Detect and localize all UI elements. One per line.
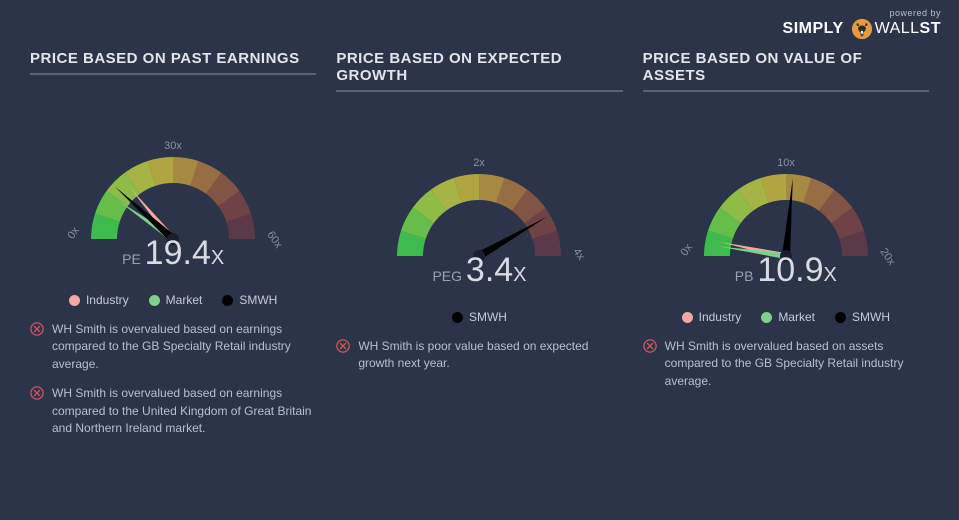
legend-label: SMWH bbox=[239, 293, 277, 307]
legend-label: Industry bbox=[699, 310, 742, 324]
legend-item: Market bbox=[761, 310, 815, 324]
brand-logo: powered by SIMPLY WALLST bbox=[783, 8, 941, 40]
gauge: 0x 10x 20x PB 10.9X bbox=[646, 106, 926, 306]
legend-item: Industry bbox=[682, 310, 742, 324]
note-text: WH Smith is overvalued based on assets c… bbox=[665, 338, 929, 390]
legend-item: SMWH bbox=[452, 310, 507, 324]
brand-name: SIMPLY WALLST bbox=[783, 18, 941, 40]
legend-dot bbox=[452, 312, 463, 323]
gauge: 0x 30x 60x PE 19.4X bbox=[33, 89, 313, 289]
legend-dot bbox=[682, 312, 693, 323]
legend: Industry Market SMWH bbox=[643, 310, 929, 324]
fail-icon bbox=[643, 339, 657, 353]
legend-label: Market bbox=[166, 293, 203, 307]
legend-dot bbox=[222, 295, 233, 306]
legend-dot bbox=[149, 295, 160, 306]
gauge-value: PB 10.9X bbox=[735, 251, 837, 290]
panels-container: PRICE BASED ON PAST EARNINGS 0x 30x 60x PE … bbox=[0, 0, 959, 469]
note-text: WH Smith is poor value based on expected… bbox=[358, 338, 622, 373]
svg-text:0x: 0x bbox=[678, 242, 695, 259]
svg-text:10x: 10x bbox=[777, 157, 795, 169]
fail-icon bbox=[30, 386, 44, 400]
legend: Industry Market SMWH bbox=[30, 293, 316, 307]
svg-text:0x: 0x bbox=[66, 225, 83, 242]
legend-label: Market bbox=[778, 310, 815, 324]
legend: SMWH bbox=[336, 310, 622, 324]
legend-dot bbox=[69, 295, 80, 306]
panel-title: PRICE BASED ON VALUE OF ASSETS bbox=[643, 50, 929, 92]
panel: PRICE BASED ON EXPECTED GROWTH 2x 4x PEG 3… bbox=[326, 50, 632, 449]
note: WH Smith is overvalued based on earnings… bbox=[30, 385, 316, 437]
legend-item: Industry bbox=[69, 293, 129, 307]
legend-item: SMWH bbox=[835, 310, 890, 324]
note: WH Smith is overvalued based on assets c… bbox=[643, 338, 929, 390]
panel-title: PRICE BASED ON EXPECTED GROWTH bbox=[336, 50, 622, 92]
note-text: WH Smith is overvalued based on earnings… bbox=[52, 321, 316, 373]
svg-text:4x: 4x bbox=[571, 246, 588, 263]
legend-item: Market bbox=[149, 293, 203, 307]
svg-text:2x: 2x bbox=[474, 157, 486, 169]
gauge-value: PEG 3.4X bbox=[432, 251, 526, 290]
bull-icon bbox=[851, 18, 873, 40]
panel-title: PRICE BASED ON PAST EARNINGS bbox=[30, 50, 316, 75]
svg-text:20x: 20x bbox=[877, 246, 897, 268]
legend-label: Industry bbox=[86, 293, 129, 307]
fail-icon bbox=[30, 322, 44, 336]
legend-label: SMWH bbox=[852, 310, 890, 324]
legend-item: SMWH bbox=[222, 293, 277, 307]
legend-dot bbox=[835, 312, 846, 323]
note: WH Smith is poor value based on expected… bbox=[336, 338, 622, 373]
fail-icon bbox=[336, 339, 350, 353]
note-text: WH Smith is overvalued based on earnings… bbox=[52, 385, 316, 437]
svg-text:60x: 60x bbox=[265, 229, 285, 251]
legend-dot bbox=[761, 312, 772, 323]
powered-by: powered by bbox=[783, 8, 941, 18]
note: WH Smith is overvalued based on earnings… bbox=[30, 321, 316, 373]
panel: PRICE BASED ON PAST EARNINGS 0x 30x 60x PE … bbox=[20, 50, 326, 449]
legend-label: SMWH bbox=[469, 310, 507, 324]
svg-text:30x: 30x bbox=[164, 140, 182, 152]
gauge-value: PE 19.4X bbox=[122, 234, 224, 273]
gauge: 2x 4x PEG 3.4X bbox=[339, 106, 619, 306]
panel: PRICE BASED ON VALUE OF ASSETS 0x 10x 20x P… bbox=[633, 50, 939, 449]
